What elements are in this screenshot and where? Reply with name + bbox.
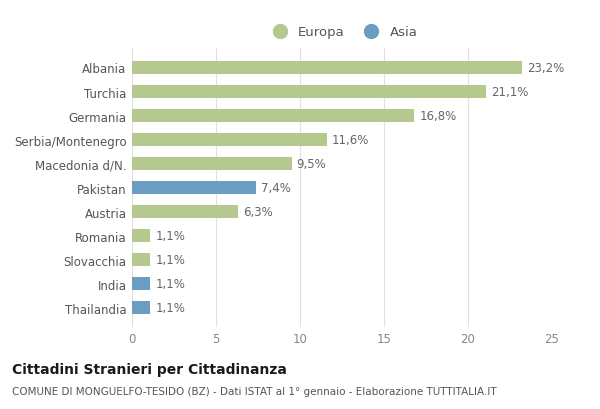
Bar	[132, 157, 292, 171]
Text: Cittadini Stranieri per Cittadinanza: Cittadini Stranieri per Cittadinanza	[12, 362, 287, 376]
Text: 1,1%: 1,1%	[155, 229, 185, 243]
Bar	[132, 86, 487, 99]
Text: 7,4%: 7,4%	[262, 182, 291, 195]
Text: 11,6%: 11,6%	[332, 134, 369, 147]
Bar	[132, 277, 151, 290]
Bar	[132, 182, 256, 195]
Text: 6,3%: 6,3%	[243, 206, 272, 218]
Text: 9,5%: 9,5%	[296, 158, 326, 171]
Text: 16,8%: 16,8%	[419, 110, 457, 123]
Bar	[132, 110, 414, 123]
Bar	[132, 205, 238, 219]
Text: 1,1%: 1,1%	[155, 301, 185, 315]
Text: 1,1%: 1,1%	[155, 254, 185, 267]
Bar	[132, 254, 151, 267]
Text: 21,1%: 21,1%	[491, 86, 529, 99]
Bar	[132, 134, 327, 147]
Bar	[132, 301, 151, 315]
Text: 1,1%: 1,1%	[155, 278, 185, 290]
Legend: Europa, Asia: Europa, Asia	[262, 22, 422, 43]
Text: 23,2%: 23,2%	[527, 62, 564, 75]
Bar	[132, 229, 151, 243]
Bar	[132, 62, 522, 75]
Text: COMUNE DI MONGUELFO-TESIDO (BZ) - Dati ISTAT al 1° gennaio - Elaborazione TUTTIT: COMUNE DI MONGUELFO-TESIDO (BZ) - Dati I…	[12, 387, 497, 396]
